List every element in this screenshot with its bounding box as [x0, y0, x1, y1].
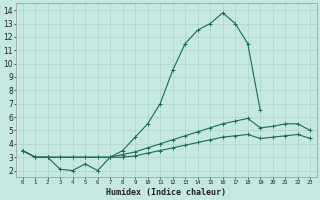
X-axis label: Humidex (Indice chaleur): Humidex (Indice chaleur) — [107, 188, 227, 197]
